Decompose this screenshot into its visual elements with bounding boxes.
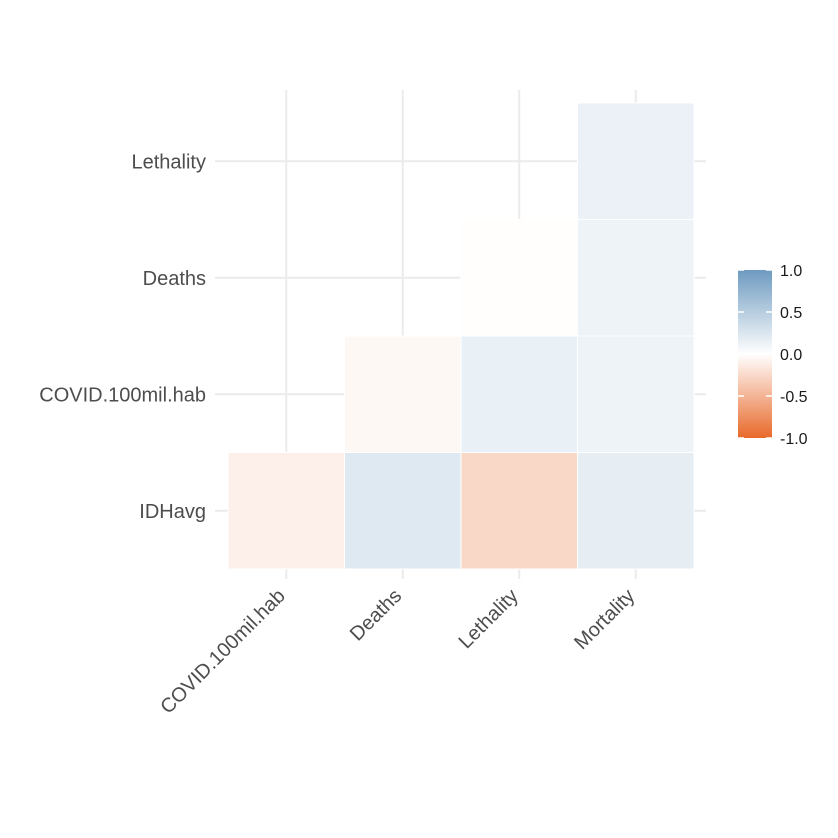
y-tick-label: IDHavg [139, 501, 206, 523]
heatmap-cells [227, 102, 695, 570]
color-legend: 1.0 0.5 0.0 -0.5 -1.0 [738, 263, 808, 448]
heatmap-cell [577, 102, 695, 220]
legend-tick-label: 0.5 [780, 305, 802, 322]
heatmap-cell [460, 335, 578, 453]
legend-tick-label: -0.5 [780, 389, 808, 406]
heatmap-cell [227, 452, 345, 570]
heatmap-cell [344, 335, 462, 453]
y-axis-tick-labels: IDHavg COVID.100mil.hab Deaths Lethality [39, 151, 206, 523]
x-tick-label: Deaths [346, 585, 406, 645]
heatmap-cell [460, 219, 578, 337]
y-tick-label: Lethality [132, 151, 207, 173]
heatmap-cell [577, 452, 695, 570]
legend-ticks: 1.0 0.5 0.0 -0.5 -1.0 [738, 263, 808, 448]
y-tick-label: Deaths [143, 268, 206, 290]
x-tick-label: COVID.100mil.hab [156, 585, 289, 718]
heatmap-cell [344, 452, 462, 570]
x-tick-label: Mortality [570, 585, 639, 654]
heatmap-cell [460, 452, 578, 570]
y-tick-label: COVID.100mil.hab [39, 384, 206, 406]
heatmap-cell [577, 219, 695, 337]
legend-tick-label: 0.0 [780, 347, 802, 364]
x-tick-label: Lethality [455, 585, 523, 653]
legend-tick-label: 1.0 [780, 263, 802, 280]
legend-tick-label: -1.0 [780, 431, 808, 448]
heatmap-cell [577, 335, 695, 453]
x-axis-tick-labels: COVID.100mil.hab Deaths Lethality Mortality [156, 585, 639, 718]
